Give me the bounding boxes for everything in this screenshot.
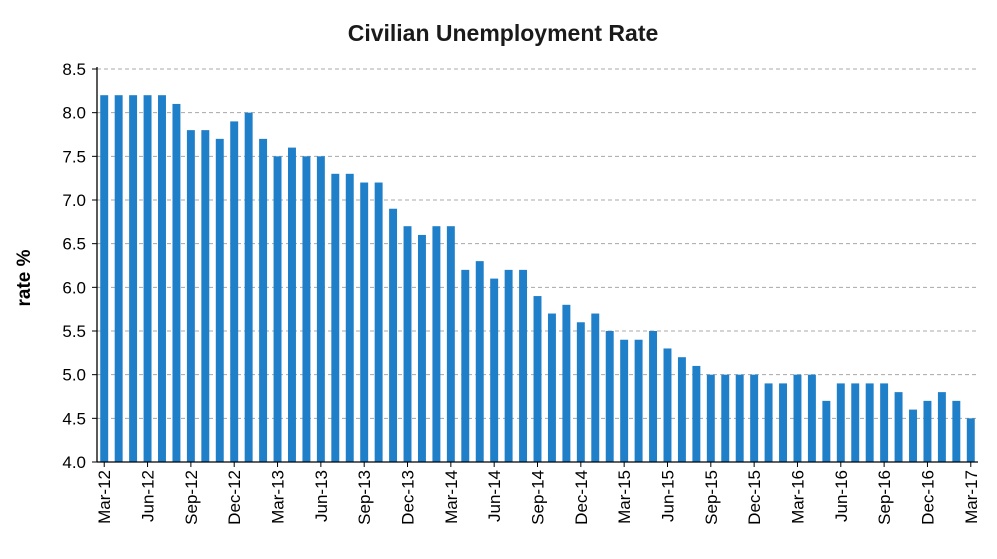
bar-Jun-15 <box>663 348 672 462</box>
y-tick-label: 4.0 <box>62 453 86 472</box>
x-tick-label: Sep-12 <box>182 470 201 525</box>
y-tick-labels: 4.0 4.5 5.0 5.5 6.0 6.5 7.0 7.5 8.0 8.5 <box>62 60 86 472</box>
bar-May-16 <box>822 400 831 462</box>
bar-Jun-16 <box>836 383 845 462</box>
bar-Oct-14 <box>547 313 556 462</box>
bar-Feb-14 <box>432 226 441 462</box>
y-axis-label: rate % <box>14 249 35 306</box>
x-tick-label: Mar-14 <box>442 470 461 524</box>
bar-Feb-15 <box>605 331 614 462</box>
bar-Dec-12 <box>230 121 239 463</box>
bar-Mar-17 <box>966 418 975 462</box>
bar-Sep-13 <box>360 182 369 463</box>
bar-Dec-14 <box>576 322 585 462</box>
bar-Sep-14 <box>533 296 542 462</box>
x-tick-label: Dec-15 <box>745 470 764 525</box>
bar-May-13 <box>302 156 311 463</box>
bar-Nov-12 <box>215 138 224 462</box>
x-tick-label: Jun-12 <box>139 470 158 522</box>
bar-Dec-16 <box>923 400 932 462</box>
bar-Oct-15 <box>721 374 730 462</box>
bar-Aug-15 <box>692 365 701 462</box>
bar-Feb-13 <box>259 138 268 462</box>
x-tick-label: Sep-16 <box>875 470 894 525</box>
y-tick-label: 5.0 <box>62 366 86 385</box>
y-tick-label: 6.0 <box>62 278 86 297</box>
x-tick-label: Dec-14 <box>572 470 591 525</box>
bar-Mar-14 <box>446 226 455 462</box>
x-tick-label: Jun-16 <box>832 470 851 522</box>
bar-Mar-15 <box>620 339 629 462</box>
bar-Jan-14 <box>417 234 426 462</box>
y-tick-label: 6.5 <box>62 235 86 254</box>
chart-title: Civilian Unemployment Rate <box>348 20 659 46</box>
bar-Dec-13 <box>403 226 412 462</box>
bar-Mar-16 <box>793 374 802 462</box>
x-tick-label: Jun-13 <box>312 470 331 522</box>
x-tick-labels: Mar-12 Jun-12 Sep-12 Dec-12 Mar-13 Jun-13 Sep-… <box>95 470 981 525</box>
bar-Mar-12 <box>100 95 109 462</box>
bar-Nov-15 <box>735 374 744 462</box>
x-tick-label: Sep-15 <box>702 470 721 525</box>
y-tick-label: 7.0 <box>62 191 86 210</box>
x-tick-label: Mar-13 <box>269 470 288 524</box>
x-tick-label: Mar-17 <box>962 470 981 524</box>
bar-Sep-12 <box>186 130 195 462</box>
y-tick-label: 4.5 <box>62 409 86 428</box>
bar-Jun-12 <box>143 95 152 462</box>
bar-Sep-15 <box>706 374 715 462</box>
bar-Oct-16 <box>894 392 903 462</box>
y-tick-label: 7.5 <box>62 147 86 166</box>
bar-Jul-15 <box>677 357 686 462</box>
bar-Feb-17 <box>952 400 961 462</box>
bar-Dec-15 <box>750 374 759 462</box>
y-tick-label: 5.5 <box>62 322 86 341</box>
x-tick-label: Dec-12 <box>225 470 244 525</box>
bar-Feb-16 <box>779 383 787 462</box>
bar-Nov-16 <box>909 409 917 462</box>
bar-Apr-16 <box>807 374 816 462</box>
x-tick-label: Sep-13 <box>355 470 374 525</box>
bar-Oct-13 <box>374 182 383 463</box>
y-tick-label: 8.5 <box>62 60 86 79</box>
bar-Jul-13 <box>331 173 340 463</box>
bars <box>100 95 975 463</box>
bar-Apr-13 <box>288 147 296 462</box>
bar-Jul-14 <box>504 269 513 462</box>
x-tick-label: Mar-12 <box>95 470 114 524</box>
bar-May-12 <box>129 95 138 462</box>
bar-Nov-14 <box>562 304 571 462</box>
bar-Jan-13 <box>244 112 253 463</box>
bar-Jan-17 <box>937 392 946 462</box>
bar-Jun-13 <box>316 156 325 463</box>
x-tick-label: Dec-16 <box>918 470 937 525</box>
bar-May-14 <box>475 261 484 462</box>
bar-Apr-12 <box>114 95 123 462</box>
x-tick-label: Mar-16 <box>788 470 807 524</box>
bar-Aug-13 <box>345 173 354 463</box>
bar-Jul-12 <box>158 95 166 462</box>
bar-Jun-14 <box>490 278 499 462</box>
bar-Jan-16 <box>764 383 773 462</box>
bar-Nov-13 <box>389 208 398 462</box>
y-tick-label: 8.0 <box>62 104 86 123</box>
x-tick-label: Sep-14 <box>529 470 548 525</box>
bar-Mar-13 <box>273 156 282 463</box>
x-tick-label: Mar-15 <box>615 470 634 524</box>
bar-Sep-16 <box>880 383 889 462</box>
x-tick-label: Jun-15 <box>658 470 677 522</box>
bar-May-15 <box>649 331 658 462</box>
bar-Aug-16 <box>865 383 874 462</box>
bar-Oct-12 <box>201 130 210 462</box>
bar-Jan-15 <box>591 313 600 462</box>
x-tick-label: Dec-13 <box>399 470 418 525</box>
bar-Aug-12 <box>172 103 181 462</box>
x-tick-label: Jun-14 <box>485 470 504 522</box>
bar-Apr-15 <box>634 339 643 462</box>
axes <box>92 67 978 467</box>
bar-Aug-14 <box>519 269 528 462</box>
bar-Apr-14 <box>461 269 470 462</box>
bar-Jul-16 <box>851 383 860 462</box>
